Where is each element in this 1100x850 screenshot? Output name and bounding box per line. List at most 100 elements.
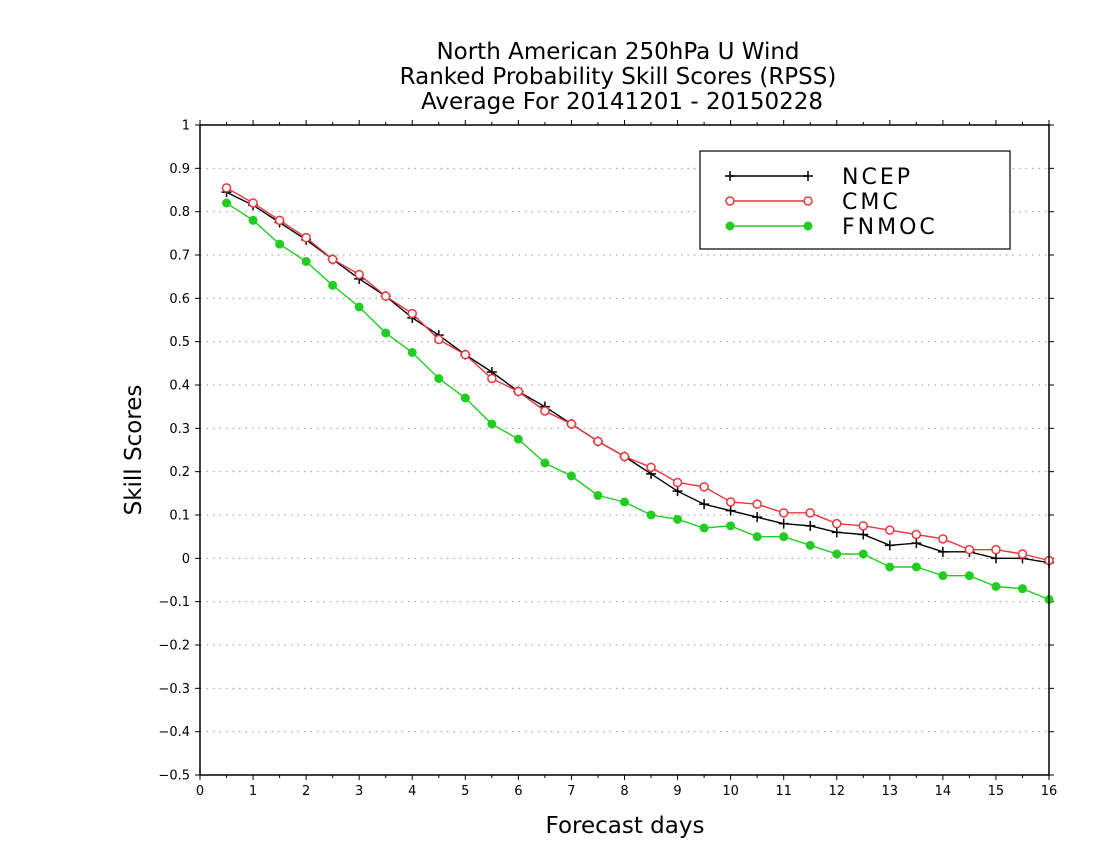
cmc-point [752,499,762,509]
legend-marker-cmc [725,196,735,206]
cmc-point [1017,549,1028,559]
y-tick-label: 0.4 [169,379,190,394]
y-tick-label: 0.7 [169,249,190,264]
cmc-point [699,482,709,492]
y-tick-label: 0.9 [169,162,190,177]
cmc-point [619,451,630,462]
fnmoc-point [699,523,709,533]
y-tick-label: 0.8 [169,205,190,220]
fnmoc-point [726,521,736,531]
cmc-point [964,544,975,555]
fnmoc-point [301,257,311,266]
fnmoc-point [434,374,444,383]
y-tick-label: 0 [182,552,190,567]
legend-label-ncep: NCEP [842,165,913,190]
cmc-point [301,232,311,243]
fnmoc-point [407,348,417,357]
fnmoc-line [226,202,1050,601]
legend-marker-ncep [725,171,735,181]
cmc-point [858,521,869,531]
fnmoc-point [752,532,762,542]
y-tick-label: −0.2 [158,639,190,654]
fnmoc-point [222,198,232,208]
x-tick-label: 8 [620,784,628,799]
y-tick-label: −0.1 [158,595,190,610]
cmc-point [672,477,683,488]
fnmoc-point [779,532,789,542]
cmc-point [221,183,232,193]
x-tick-label: 3 [355,784,363,799]
x-tick-label: 9 [673,784,681,799]
series-fnmoc [222,198,1054,604]
fnmoc-point [593,491,603,500]
fnmoc-point [1017,584,1027,594]
x-tick-label: 6 [514,784,522,799]
cmc-point [725,497,736,507]
cmc-point [805,508,815,518]
fnmoc-point [354,302,364,312]
x-tick-label: 7 [567,784,575,799]
chart-title: North American 250hPa U Wind Ranked Prob… [400,39,837,115]
y-axis-label: Skill Scores [121,385,147,516]
fnmoc-point [673,514,683,524]
cmc-point [646,462,656,473]
legend-label-cmc: CMC [842,190,901,215]
fnmoc-point [991,582,1001,591]
cmc-point [832,518,842,529]
legend-marker-ncep [803,171,813,181]
cmc-point [434,334,444,345]
fnmoc-point [248,215,258,225]
cmc-point [407,308,417,319]
tick-labels: 1 0.9 0.8 0.7 0.6 0.5 0.4 0.3 0.2 0.1 0 −0.1 −0.2 −0.… [158,119,1057,800]
y-tick-label: 1 [182,119,190,134]
cmc-point [513,386,524,397]
legend-box [699,150,1011,250]
fnmoc-point [566,471,576,481]
ncep-point [699,499,710,510]
x-tick-label: 10 [722,784,739,799]
grid [200,167,1049,733]
x-tick-label: 15 [988,784,1005,799]
plot-frame [199,124,1050,776]
cmc-point [327,254,338,265]
fnmoc-point [911,562,921,572]
x-tick-label: 1 [249,784,257,799]
x-axis-label: Forecast days [546,813,705,839]
cmc-point [778,508,789,518]
x-tick-label: 4 [408,784,416,799]
ncep-point [858,529,869,540]
y-tick-label: −0.4 [158,725,190,740]
fnmoc-point [487,419,497,429]
ncep-point [725,505,736,516]
fnmoc-point [964,571,974,581]
ncep-point [672,486,683,497]
ncep-point [937,546,948,557]
y-tick-label: −0.5 [158,769,190,784]
y-tick-label: 0.1 [169,509,190,524]
x-tick-label: 12 [828,784,845,799]
y-tick-label: 0.3 [169,422,190,437]
y-tick-label: 0.5 [169,335,190,350]
title-line-3: Average For 20141201 - 20150228 [421,89,823,115]
y-tick-label: −0.3 [158,682,190,697]
fnmoc-point [328,280,338,290]
axis-ticks [195,120,1054,780]
x-tick-label: 5 [461,784,469,799]
x-tick-label: 13 [882,784,899,799]
fnmoc-point [381,328,391,338]
cmc-point [885,525,895,535]
ncep-point [778,518,789,529]
x-tick-label: 16 [1041,784,1058,799]
fnmoc-point [938,571,948,581]
ncep-point [990,553,1001,564]
ncep-point [805,520,816,531]
cmc-point [274,215,285,226]
fnmoc-point [540,458,550,468]
series-cmc [221,183,1054,566]
fnmoc-point [885,562,895,572]
cmc-point [566,419,577,429]
ncep-point [831,527,842,538]
x-tick-label: 0 [196,784,204,799]
